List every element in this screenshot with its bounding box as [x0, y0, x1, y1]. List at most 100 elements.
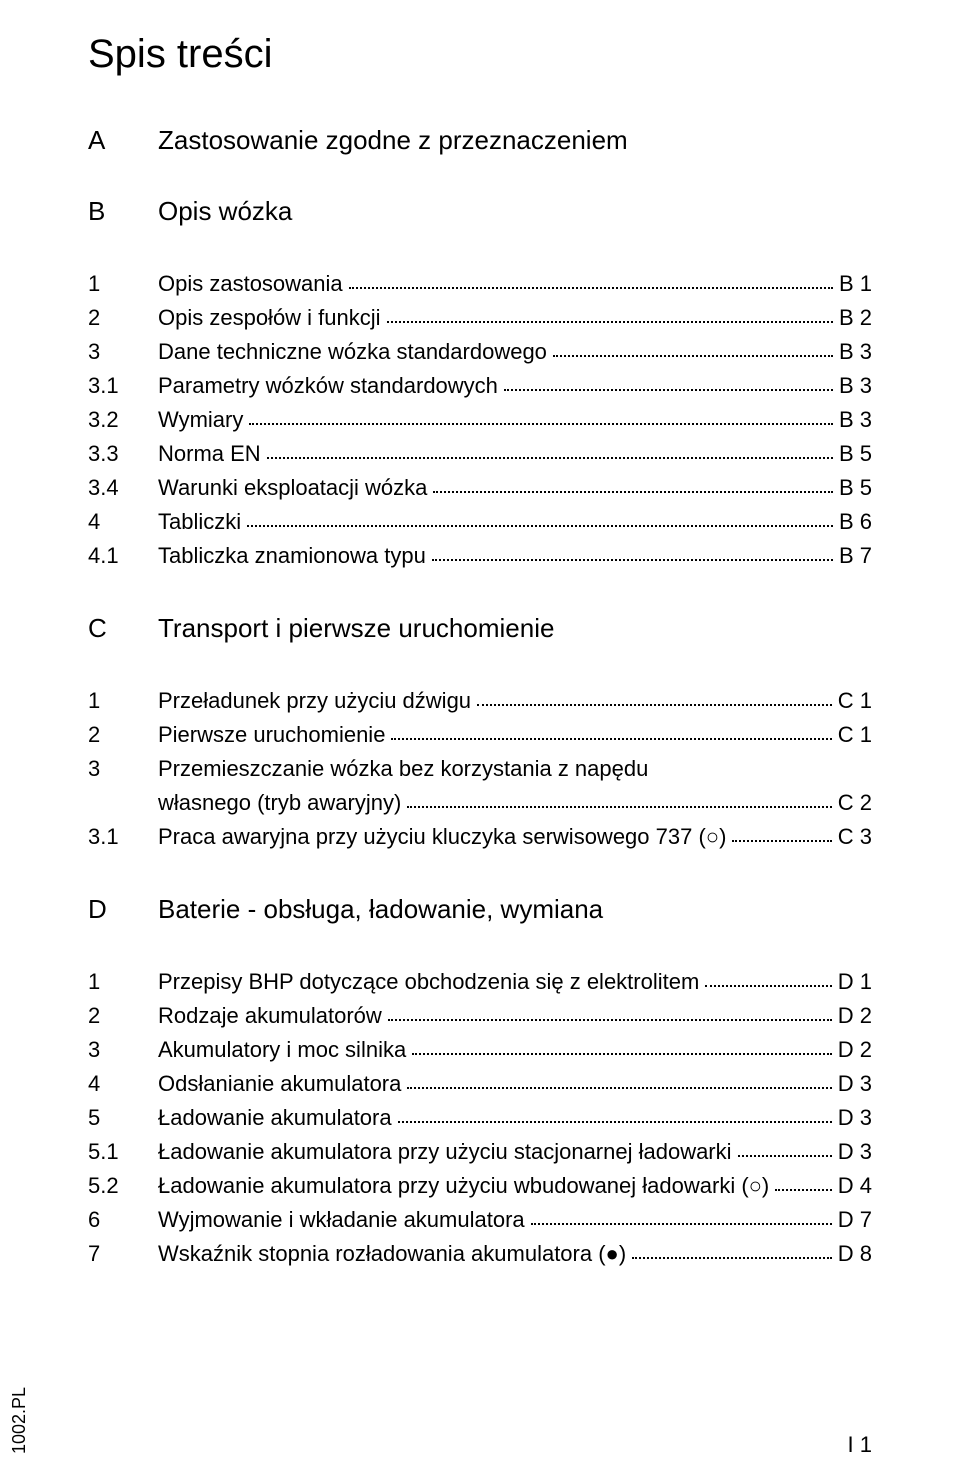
toc-row: 4Tabliczki B 6 — [88, 505, 872, 539]
section-row-d: D Baterie - obsługa, ładowanie, wymiana — [88, 894, 872, 925]
toc-page: B 5 — [839, 437, 872, 471]
section-title-d: Baterie - obsługa, ładowanie, wymiana — [158, 894, 872, 925]
toc-text: własnego (tryb awaryjny) — [158, 786, 401, 820]
toc-text: Opis zastosowania — [158, 267, 343, 301]
section-letter-d: D — [88, 894, 158, 925]
toc-row: 2Opis zespołów i funkcji B 2 — [88, 301, 872, 335]
section-row-a: A Zastosowanie zgodne z przeznaczeniem — [88, 125, 872, 156]
toc-text: Ładowanie akumulatora — [158, 1101, 392, 1135]
toc-num: 5.2 — [88, 1169, 158, 1203]
toc-leader-dots — [267, 456, 833, 459]
toc-page: B 3 — [839, 403, 872, 437]
toc-leader-dots — [433, 490, 833, 493]
section-title-a: Zastosowanie zgodne z przeznaczeniem — [158, 125, 872, 156]
toc-num: 4 — [88, 1067, 158, 1101]
toc-row: 1Opis zastosowania B 1 — [88, 267, 872, 301]
toc-page: C 3 — [838, 820, 872, 854]
toc-leader-dots — [531, 1222, 832, 1225]
toc-num: 1 — [88, 965, 158, 999]
toc-row: 3Dane techniczne wózka standardowegoB 3 — [88, 335, 872, 369]
toc-page: D 7 — [838, 1203, 872, 1237]
toc-num: 7 — [88, 1237, 158, 1271]
toc-num: 5 — [88, 1101, 158, 1135]
section-title-b: Opis wózka — [158, 196, 872, 227]
section-title-c: Transport i pierwsze uruchomienie — [158, 613, 872, 644]
toc-row: 3.4Warunki eksploatacji wózka B 5 — [88, 471, 872, 505]
toc-num: 3.1 — [88, 369, 158, 403]
toc-text: Praca awaryjna przy użyciu kluczyka serw… — [158, 820, 726, 854]
toc-text: Wymiary — [158, 403, 243, 437]
toc-text: Tabliczki — [158, 505, 241, 539]
toc-leader-dots — [732, 839, 831, 842]
toc-text: Warunki eksploatacji wózka — [158, 471, 427, 505]
toc-page: B 6 — [839, 505, 872, 539]
toc-num: 1 — [88, 684, 158, 718]
toc-page: C 1 — [838, 684, 872, 718]
toc-text: Ładowanie akumulatora przy użyciu wbudow… — [158, 1169, 769, 1203]
toc-page: B 3 — [839, 369, 872, 403]
toc-num: 3 — [88, 335, 158, 369]
toc-num: 3.3 — [88, 437, 158, 471]
section-row-c: C Transport i pierwsze uruchomienie — [88, 613, 872, 644]
toc-row: 2Pierwsze uruchomienie C 1 — [88, 718, 872, 752]
toc-leader-dots — [632, 1256, 832, 1259]
toc-row: 5.2Ładowanie akumulatora przy użyciu wbu… — [88, 1169, 872, 1203]
section-letter-a: A — [88, 125, 158, 156]
toc-leader-dots — [407, 1086, 831, 1089]
toc-text: Rodzaje akumulatorów — [158, 999, 382, 1033]
toc-page: D 3 — [838, 1101, 872, 1135]
toc-row: 7Wskaźnik stopnia rozładowania akumulato… — [88, 1237, 872, 1271]
toc-page: D 3 — [838, 1067, 872, 1101]
toc-num: 3.1 — [88, 820, 158, 854]
toc-leader-dots — [553, 354, 833, 357]
toc-text: Pierwsze uruchomienie — [158, 718, 385, 752]
toc-leader-dots — [391, 737, 831, 740]
toc-row: 5.1Ładowanie akumulatora przy użyciu sta… — [88, 1135, 872, 1169]
footer-left: 1002.PL — [9, 1387, 30, 1454]
toc-text: Opis zespołów i funkcji — [158, 301, 381, 335]
toc-page: D 8 — [838, 1237, 872, 1271]
toc-row: 4Odsłanianie akumulatoraD 3 — [88, 1067, 872, 1101]
toc-num: 3.2 — [88, 403, 158, 437]
toc-text: Akumulatory i moc silnika — [158, 1033, 406, 1067]
toc-num: 2 — [88, 718, 158, 752]
toc-leader-dots — [504, 388, 833, 391]
toc-page: B 5 — [839, 471, 872, 505]
toc-text: Dane techniczne wózka standardowego — [158, 335, 547, 369]
toc-num: 1 — [88, 267, 158, 301]
toc-page: C 1 — [838, 718, 872, 752]
toc-row: własnego (tryb awaryjny)C 2 — [88, 786, 872, 820]
toc-row: 3.2Wymiary B 3 — [88, 403, 872, 437]
toc-row: 6Wyjmowanie i wkładanie akumulatoraD 7 — [88, 1203, 872, 1237]
toc-text: Wyjmowanie i wkładanie akumulatora — [158, 1203, 525, 1237]
toc-num: 2 — [88, 301, 158, 335]
section-letter-c: C — [88, 613, 158, 644]
page-title: Spis treści — [88, 32, 872, 77]
toc-row: 3Akumulatory i moc silnikaD 2 — [88, 1033, 872, 1067]
toc-leader-dots — [775, 1188, 831, 1191]
toc-num: 5.1 — [88, 1135, 158, 1169]
toc-leader-dots — [705, 984, 831, 987]
page-root: Spis treści A Zastosowanie zgodne z prze… — [0, 0, 960, 1482]
toc-leader-dots — [249, 422, 833, 425]
toc-num: 3 — [88, 1033, 158, 1067]
toc-row: 4.1Tabliczka znamionowa typuB 7 — [88, 539, 872, 573]
toc-text: Przemieszczanie wózka bez korzystania z … — [158, 752, 648, 786]
toc-num: 4 — [88, 505, 158, 539]
toc-page: B 1 — [839, 267, 872, 301]
toc-row: 3.1Praca awaryjna przy użyciu kluczyka s… — [88, 820, 872, 854]
section-row-b: B Opis wózka — [88, 196, 872, 227]
toc-block-c: 1Przeładunek przy użyciu dźwiguC 12Pierw… — [88, 684, 872, 854]
toc-page: B 7 — [839, 539, 872, 573]
toc-num: 2 — [88, 999, 158, 1033]
toc-row: 2Rodzaje akumulatorów D 2 — [88, 999, 872, 1033]
toc-leader-dots — [407, 805, 831, 808]
toc-leader-dots — [349, 286, 833, 289]
toc-page: D 3 — [838, 1135, 872, 1169]
toc-num: 3.4 — [88, 471, 158, 505]
toc-leader-dots — [387, 320, 833, 323]
toc-row: 3Przemieszczanie wózka bez korzystania z… — [88, 752, 872, 786]
toc-page: B 2 — [839, 301, 872, 335]
toc-page: D 2 — [838, 999, 872, 1033]
toc-leader-dots — [398, 1120, 832, 1123]
